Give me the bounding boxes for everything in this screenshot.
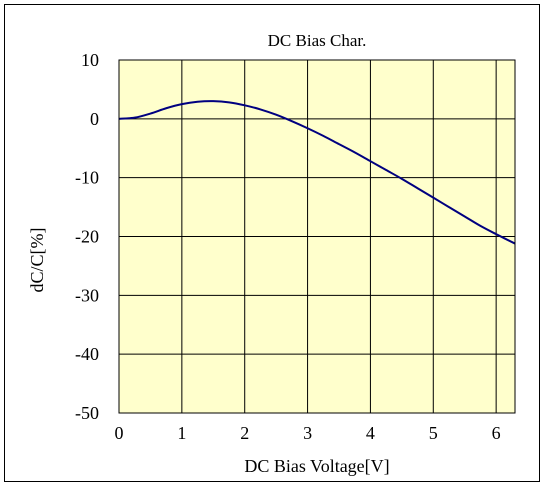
x-tick-label: 5 — [429, 423, 438, 443]
grid — [119, 60, 515, 413]
plot-frame — [118, 59, 516, 414]
y-axis-label: dC/C[%] — [27, 228, 47, 293]
series-layer — [118, 100, 516, 245]
x-tick-label: 2 — [240, 423, 249, 443]
y-tick-label: 0 — [90, 109, 99, 129]
chart-title: DC Bias Char. — [268, 31, 367, 50]
y-tick-labels: 10 0 -10 -20 -30 -40 -50 — [75, 50, 99, 423]
y-tick-label: -50 — [75, 403, 99, 423]
y-tick-label: -20 — [75, 227, 99, 247]
y-tick-label: -40 — [75, 344, 99, 364]
x-tick-label: 0 — [115, 423, 124, 443]
y-tick-label: -30 — [75, 285, 99, 305]
x-tick-label: 3 — [303, 423, 312, 443]
y-tick-label: -10 — [75, 168, 99, 188]
x-tick-label: 1 — [177, 423, 186, 443]
series-line — [118, 100, 516, 245]
y-tick-label: 10 — [81, 50, 99, 70]
x-tick-label: 4 — [366, 423, 375, 443]
x-tick-label: 6 — [492, 423, 501, 443]
x-axis-label: DC Bias Voltage[V] — [244, 456, 389, 476]
x-tick-labels: 0 1 2 3 4 5 6 — [115, 423, 501, 443]
